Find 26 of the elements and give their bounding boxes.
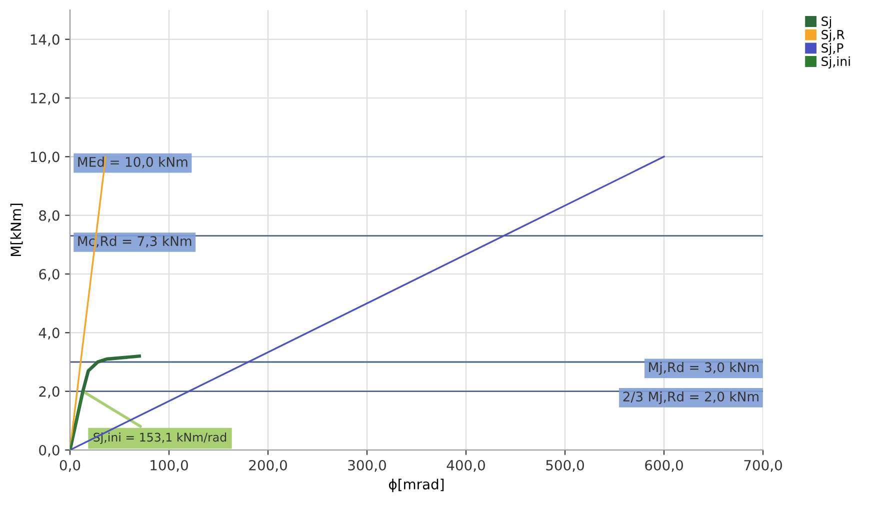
legend-label: Sj,R xyxy=(822,30,844,42)
y-tick-label: 14,0 xyxy=(30,34,60,46)
x-tick-label: 300,0 xyxy=(348,460,386,472)
x-tick-label: 600,0 xyxy=(645,460,683,472)
x-tick-label: 700,0 xyxy=(744,460,782,472)
legend-label: Sj,ini xyxy=(822,56,850,68)
y-tick-label: 6,0 xyxy=(39,268,60,281)
x-tick-label: 500,0 xyxy=(546,460,584,472)
y-tick-label: 0,0 xyxy=(39,444,60,457)
ref-line-label: MEd = 10,0 kNm xyxy=(78,156,188,168)
legend-label: Sj,P xyxy=(822,43,844,56)
annotation: Sj,ini = 153,1 kNm/rad xyxy=(94,432,226,444)
x-tick-label: 100,0 xyxy=(150,460,188,472)
legend-label: Sj xyxy=(822,16,832,28)
y-tick-label: 8,0 xyxy=(39,210,60,222)
x-axis-title: ϕ[mrad] xyxy=(388,478,444,492)
y-tick-label: 4,0 xyxy=(38,328,60,340)
y-axis-title: M[kNm] xyxy=(10,204,23,256)
x-tick-label: 400,0 xyxy=(446,460,485,472)
y-tick-label: 2,0 xyxy=(39,386,60,398)
y-tick-label: 10,0 xyxy=(30,152,60,164)
x-tick-label: 200,0 xyxy=(249,460,287,472)
ref-line-label: 2/3 Mj,Rd = 2,0 kNm xyxy=(623,391,758,404)
ref-line-label: Mj,Rd = 3,0 kNm xyxy=(649,362,758,375)
y-tick-label: 12,0 xyxy=(30,92,60,105)
x-tick-label: 0,0 xyxy=(60,460,80,472)
